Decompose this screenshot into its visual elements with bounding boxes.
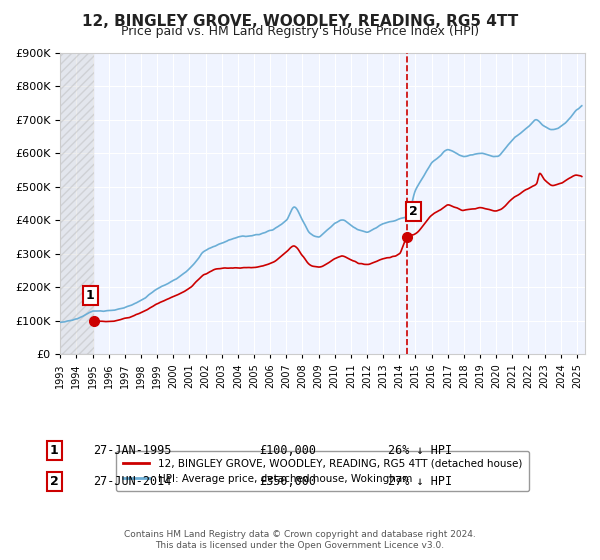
Text: 27% ↓ HPI: 27% ↓ HPI [388, 475, 452, 488]
Text: Contains HM Land Registry data © Crown copyright and database right 2024.: Contains HM Land Registry data © Crown c… [124, 530, 476, 539]
Text: This data is licensed under the Open Government Licence v3.0.: This data is licensed under the Open Gov… [155, 542, 445, 550]
Text: £100,000: £100,000 [260, 444, 317, 458]
Text: 1: 1 [86, 289, 95, 302]
Text: £350,000: £350,000 [260, 475, 317, 488]
Text: 27-JUN-2014: 27-JUN-2014 [93, 475, 171, 488]
Legend: 12, BINGLEY GROVE, WOODLEY, READING, RG5 4TT (detached house), HPI: Average pric: 12, BINGLEY GROVE, WOODLEY, READING, RG5… [116, 451, 529, 491]
Text: 2: 2 [50, 475, 58, 488]
Text: 26% ↓ HPI: 26% ↓ HPI [388, 444, 452, 458]
Text: Price paid vs. HM Land Registry's House Price Index (HPI): Price paid vs. HM Land Registry's House … [121, 25, 479, 38]
Text: 12, BINGLEY GROVE, WOODLEY, READING, RG5 4TT: 12, BINGLEY GROVE, WOODLEY, READING, RG5… [82, 14, 518, 29]
Text: 27-JAN-1995: 27-JAN-1995 [93, 444, 171, 458]
Text: 2: 2 [409, 206, 418, 218]
Text: 1: 1 [50, 444, 58, 458]
Bar [60, 53, 94, 354]
